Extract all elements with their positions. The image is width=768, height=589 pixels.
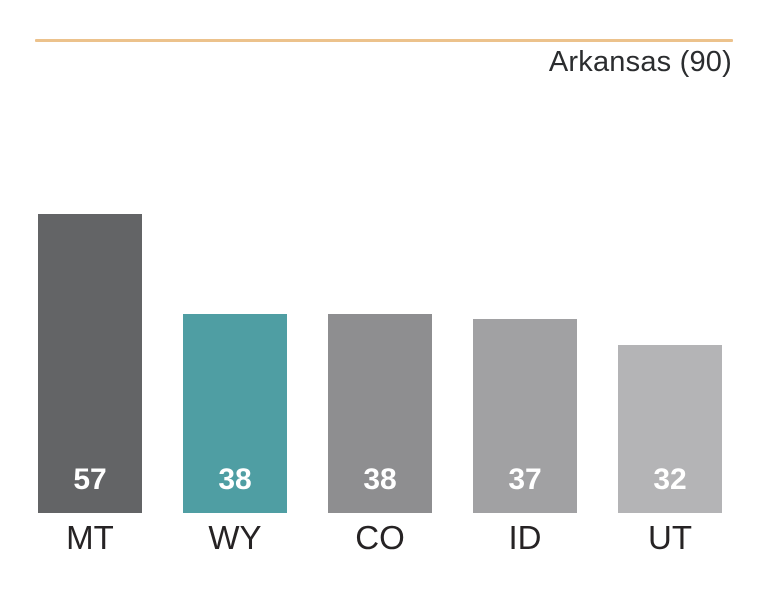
bar-category-label: UT — [648, 519, 692, 556]
bar-id: 37 — [473, 319, 577, 513]
bar-mt: 57 — [38, 214, 142, 513]
bar-category-label: WY — [208, 519, 262, 556]
bar-column: 38 CO — [328, 314, 432, 561]
bar-value-label: 38 — [218, 463, 252, 496]
bar-value-label: 57 — [73, 463, 107, 496]
bar-column: 32 UT — [618, 345, 722, 561]
accent-divider-line — [35, 39, 733, 42]
chart-title: Arkansas (90) — [548, 46, 732, 78]
bar-column: 57 MT — [38, 214, 142, 561]
bar-wy: 38 — [183, 314, 287, 513]
bar-column: 37 ID — [473, 319, 577, 561]
bar-category-label: CO — [355, 519, 405, 556]
bar-chart: 57 MT 38 WY 38 CO 37 ID 32 UT — [38, 214, 722, 561]
bar-category-label: ID — [508, 519, 542, 556]
bar-value-label: 38 — [363, 463, 397, 496]
bar-ut: 32 — [618, 345, 722, 513]
bar-value-label: 32 — [653, 463, 687, 496]
bar-category-label: MT — [66, 519, 114, 556]
bar-value-label: 37 — [508, 463, 542, 496]
bar-column: 38 WY — [183, 314, 287, 561]
bar-co: 38 — [328, 314, 432, 513]
